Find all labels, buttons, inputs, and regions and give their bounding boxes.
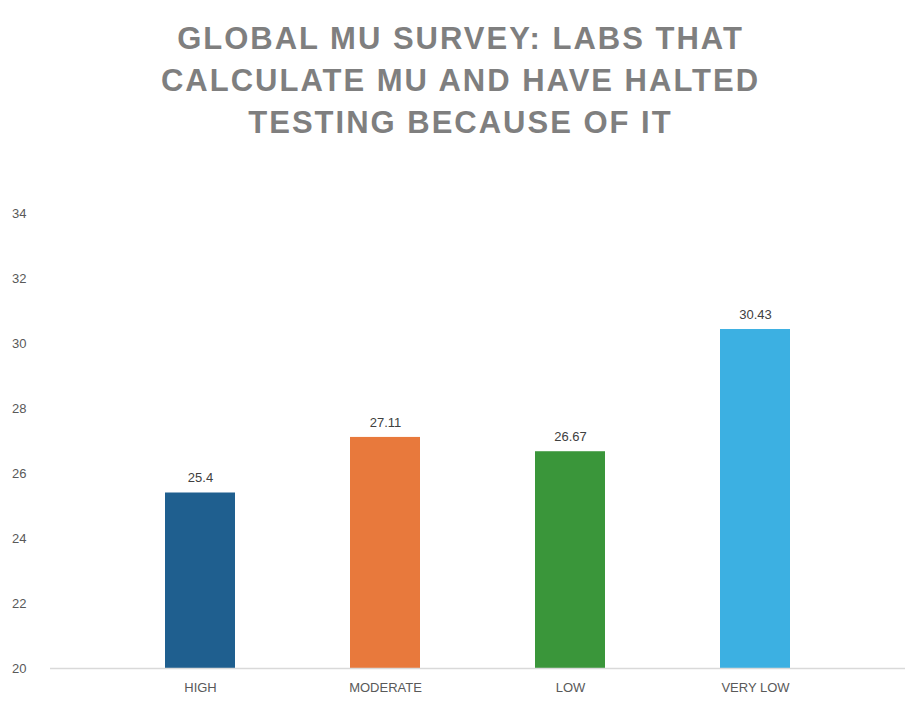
- svg-text:27.11: 27.11: [370, 415, 402, 430]
- svg-text:24: 24: [12, 531, 26, 546]
- svg-text:25.4: 25.4: [188, 470, 213, 485]
- svg-text:22: 22: [12, 596, 26, 611]
- svg-text:30: 30: [12, 336, 26, 351]
- svg-text:26.67: 26.67: [554, 429, 587, 444]
- svg-text:VERY LOW: VERY LOW: [721, 680, 790, 695]
- svg-text:HIGH: HIGH: [184, 680, 217, 695]
- svg-text:LOW: LOW: [556, 680, 586, 695]
- svg-text:30.43: 30.43: [739, 307, 772, 322]
- svg-text:20: 20: [12, 661, 26, 676]
- svg-text:MODERATE: MODERATE: [349, 680, 422, 695]
- svg-text:28: 28: [12, 401, 26, 416]
- svg-text:34: 34: [12, 206, 26, 221]
- svg-text:32: 32: [12, 271, 26, 286]
- svg-text:26: 26: [12, 466, 26, 481]
- html-text:GLOBAL MU SURVEY: LABS THAT CA: GLOBAL MU SURVEY: LABS THAT CALCULATE MU…: [161, 21, 760, 140]
